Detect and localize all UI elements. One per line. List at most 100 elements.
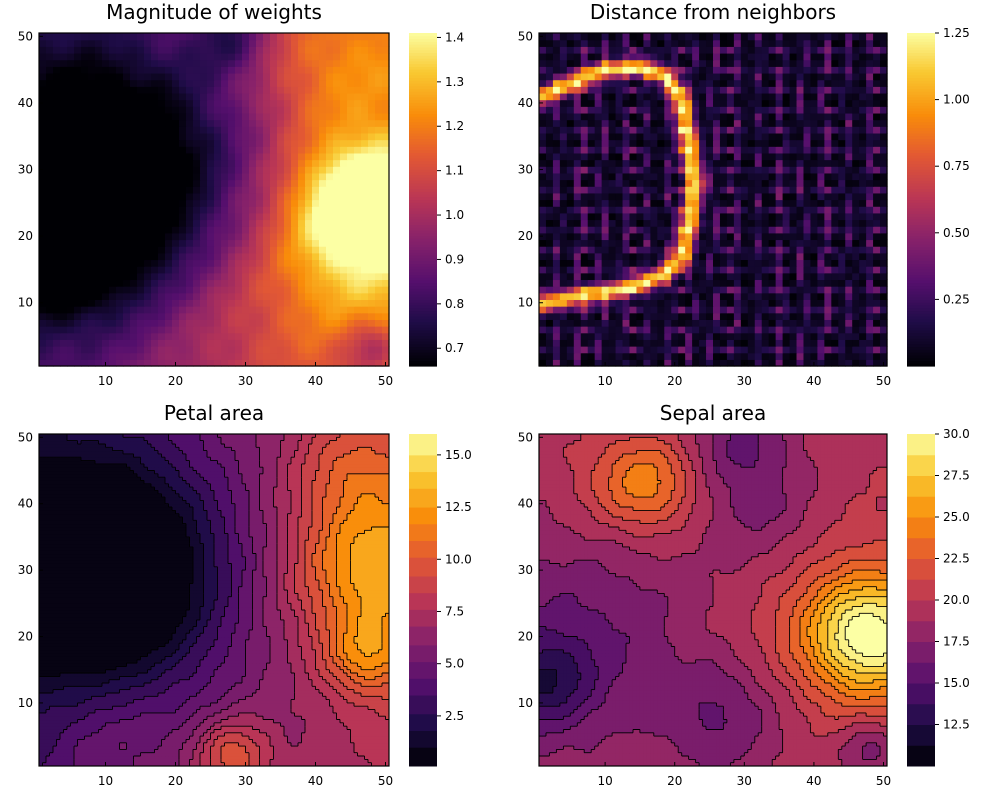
- heatmap-cell: [214, 266, 222, 273]
- heatmap-cell: [256, 213, 264, 220]
- heatmap-cell: [186, 333, 194, 340]
- heatmap-cell: [368, 219, 376, 226]
- heatmap-cell: [235, 273, 243, 280]
- heatmap-cell: [39, 226, 47, 233]
- heatmap-cell: [298, 246, 306, 253]
- heatmap-cell: [277, 279, 285, 286]
- heatmap-cell: [340, 293, 348, 300]
- heatmap-cell: [172, 326, 180, 333]
- heatmap-cell: [130, 206, 138, 213]
- heatmap-cell: [172, 206, 180, 213]
- heatmap-cell: [361, 173, 369, 180]
- heatmap-cell: [81, 253, 89, 260]
- heatmap-cell: [284, 259, 292, 266]
- heatmap-cell: [305, 160, 313, 167]
- heatmap-cell: [312, 299, 320, 306]
- heatmap-cell: [116, 160, 124, 167]
- heatmap-cell: [326, 186, 334, 193]
- heatmap-cell: [158, 346, 166, 353]
- heatmap-cell: [123, 166, 131, 173]
- heatmap-cell: [116, 219, 124, 226]
- heatmap-cell: [312, 266, 320, 273]
- heatmap-cell: [333, 299, 341, 306]
- heatmap-cell: [221, 273, 229, 280]
- heatmap-cell: [354, 299, 362, 306]
- heatmap-cell: [144, 266, 152, 273]
- heatmap-cell: [186, 166, 194, 173]
- heatmap-cell: [214, 346, 222, 353]
- heatmap-cell: [375, 346, 383, 353]
- heatmap-cell: [123, 286, 131, 293]
- heatmap-cell: [326, 173, 334, 180]
- heatmap-cell: [340, 246, 348, 253]
- heatmap-cell: [200, 200, 208, 207]
- heatmap-cell: [137, 219, 145, 226]
- heatmap-cell: [172, 319, 180, 326]
- heatmap-cell: [60, 266, 68, 273]
- heatmap-cell: [60, 339, 68, 346]
- heatmap-cell: [228, 246, 236, 253]
- heatmap-cell: [221, 166, 229, 173]
- heatmap-cell: [53, 286, 61, 293]
- heatmap-cell: [319, 346, 327, 353]
- heatmap-cell: [200, 180, 208, 187]
- heatmap-cell: [207, 160, 215, 167]
- heatmap-cell: [368, 286, 376, 293]
- heatmap-cell: [165, 306, 173, 313]
- heatmap-cell: [46, 259, 54, 266]
- heatmap-cell: [340, 193, 348, 200]
- heatmap-cell: [277, 339, 285, 346]
- heatmap-cell: [228, 273, 236, 280]
- heatmap-cell: [137, 279, 145, 286]
- heatmap-cell: [375, 326, 383, 333]
- heatmap-cell: [88, 333, 96, 340]
- heatmap-cell: [368, 306, 376, 313]
- heatmap-cell: [284, 173, 292, 180]
- heatmap-cell: [228, 253, 236, 260]
- heatmap-cell: [242, 200, 250, 207]
- heatmap-cell: [368, 206, 376, 213]
- heatmap-cell: [172, 273, 180, 280]
- heatmap-cell: [109, 226, 117, 233]
- heatmap-cell: [193, 299, 201, 306]
- heatmap-cell: [249, 273, 257, 280]
- heatmap-cell: [298, 279, 306, 286]
- heatmap-cell: [102, 346, 110, 353]
- heatmap-cell: [179, 353, 187, 360]
- heatmap-cell: [95, 153, 103, 160]
- heatmap-cell: [347, 273, 355, 280]
- heatmap-cell: [165, 226, 173, 233]
- heatmap-cell: [46, 206, 54, 213]
- heatmap-cell: [81, 186, 89, 193]
- heatmap-cell: [109, 153, 117, 160]
- heatmap-cell: [60, 293, 68, 300]
- heatmap-cell: [123, 273, 131, 280]
- heatmap-cell: [151, 346, 159, 353]
- heatmap-cell: [46, 253, 54, 260]
- heatmap-cell: [151, 213, 159, 220]
- heatmap-cell: [151, 353, 159, 360]
- heatmap-cell: [340, 259, 348, 266]
- heatmap-cell: [81, 213, 89, 220]
- heatmap-cell: [249, 326, 257, 333]
- heatmap-cell: [123, 160, 131, 167]
- heatmap-cell: [298, 206, 306, 213]
- heatmap-cell: [144, 279, 152, 286]
- heatmap-cell: [249, 293, 257, 300]
- heatmap-cell: [312, 319, 320, 326]
- heatmap-cell: [130, 173, 138, 180]
- heatmap-cell: [242, 226, 250, 233]
- heatmap-cell: [88, 306, 96, 313]
- heatmap-cell: [319, 353, 327, 360]
- heatmap-cell: [368, 293, 376, 300]
- heatmap-cell: [102, 226, 110, 233]
- heatmap-cell: [361, 219, 369, 226]
- heatmap-cell: [242, 286, 250, 293]
- heatmap-cell: [291, 213, 299, 220]
- heatmap-cell: [88, 180, 96, 187]
- heatmap-cell: [221, 306, 229, 313]
- heatmap-cell: [60, 206, 68, 213]
- heatmap-cell: [305, 339, 313, 346]
- heatmap-cell: [375, 226, 383, 233]
- heatmap-cell: [123, 319, 131, 326]
